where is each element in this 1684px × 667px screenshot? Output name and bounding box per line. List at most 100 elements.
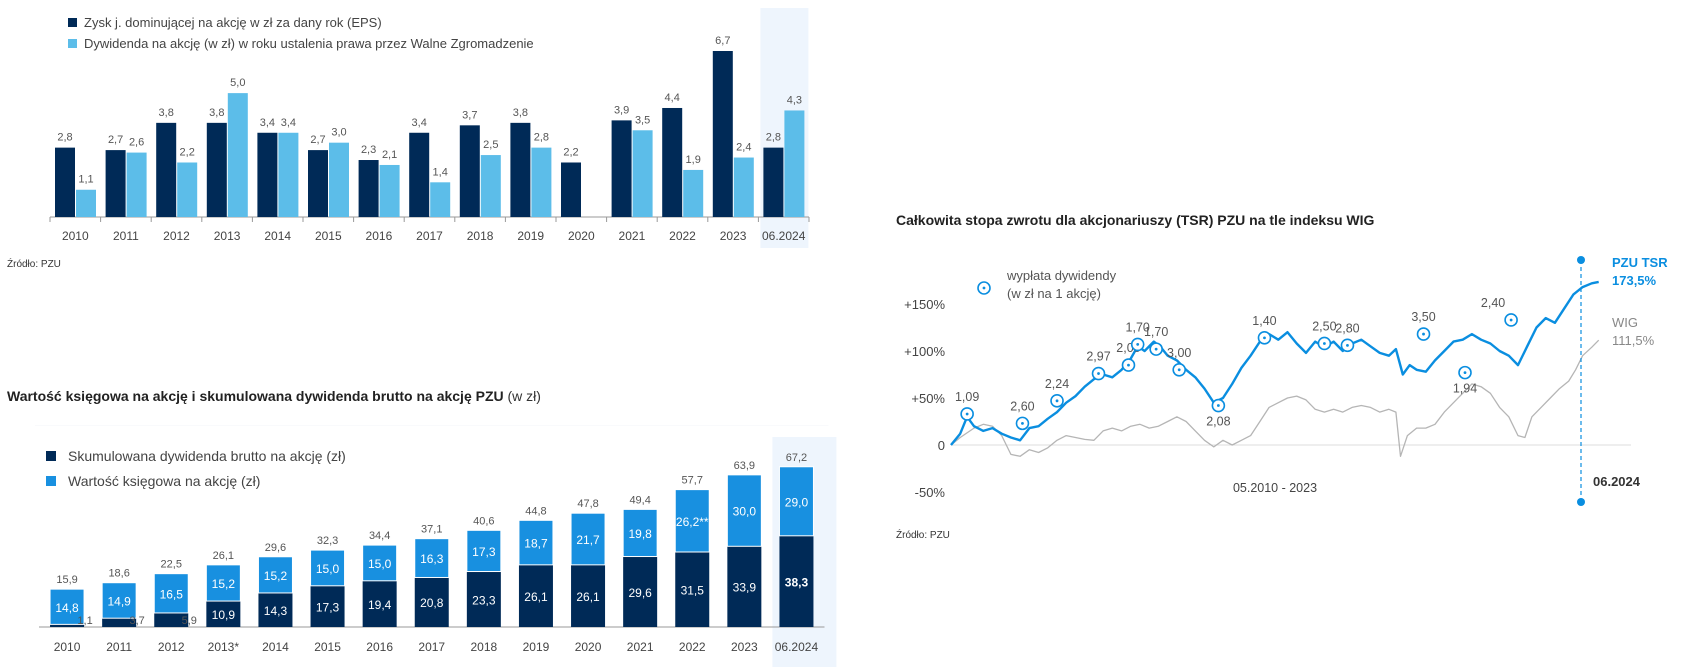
year-tick-label: 2017 [418,640,445,654]
year-tick-label: 2016 [366,229,393,243]
book-value-label: 15,2 [212,577,236,591]
dividend-label: 2,6 [129,137,144,149]
eps-bar [510,122,531,217]
eps-bar [459,125,480,217]
chart1-legend-div-label: Dywidenda na akcję (w zł) w roku ustalen… [84,36,534,51]
year-tick-label: 06.2024 [762,229,806,243]
dividend-marker-dot [1323,342,1326,345]
year-tick-label: 2014 [264,229,291,243]
eps-label: 2,3 [361,144,376,156]
year-tick-label: 2010 [54,640,81,654]
book-value-bar [726,474,762,547]
year-tick-label: 06.2024 [775,640,819,654]
book-value-bar [778,466,814,537]
chart2-title: Wartość księgowa na akcję i skumulowana … [7,388,541,404]
year-tick-label: 2018 [467,229,494,243]
cum-dividend-label: 26,1 [576,590,600,604]
cum-dividend-bar [206,601,241,627]
year-tick-label: 2023 [720,229,747,243]
total-label: 29,6 [265,542,286,554]
book-value-bar [310,549,346,587]
tsr-end-value: 173,5% [1612,273,1657,288]
dividend-label: 3,0 [331,127,346,139]
cum-dividend-label: 3,7 [130,615,145,627]
dividend-label: 4,3 [787,94,802,106]
dividend-value-label: 1,40 [1252,314,1276,328]
cum-dividend-bar [362,580,397,627]
cum-dividend-bar [571,564,606,627]
dividend-label: 1,1 [78,174,93,186]
total-label: 63,9 [734,460,755,472]
chart1-legend-div: Dywidenda na akcję (w zł) w roku ustalen… [68,36,534,51]
year-tick-label: 2021 [619,229,646,243]
cum-dividend-label: 5,9 [182,615,197,627]
cum-dividend-bar [727,546,762,627]
tsr-end-label: PZU TSR [1612,255,1668,270]
dividend-label: 2,4 [736,142,751,154]
book-value-label: 29,0 [785,495,809,509]
total-label: 18,6 [108,568,129,580]
dividend-label: 3,4 [281,117,296,129]
total-label: 26,1 [213,550,234,562]
dividend-value-label: 1,70 [1126,320,1150,334]
legend-dividend-text: wypłata dywidendy [1006,268,1117,283]
book-value-bar [414,538,450,578]
cum-dividend-bar [675,552,710,627]
period-label: 05.2010 - 2023 [1233,481,1317,495]
dividend-bar [733,157,754,217]
book-value-label: 15,0 [316,562,340,576]
dividend-value-label: 1,09 [955,390,979,404]
cum-dividend-label: 10,9 [212,608,236,622]
eps-label: 3,9 [614,104,629,116]
total-label: 32,3 [317,535,338,547]
eps-label: 2,7 [108,134,123,146]
cum-dividend-label: 19,4 [368,598,392,612]
dividend-bar [329,142,349,217]
eps-label: 3,7 [462,109,477,121]
book-value-label: 18,7 [524,537,548,551]
cum-dividend-label: 23,3 [472,593,496,607]
dividend-marker-dot [1097,372,1100,375]
panel-top [35,425,829,426]
cum-dividend-label: 31,5 [681,584,705,598]
dividend-value-label: 2,50 [1312,319,1336,333]
book-value-label: 19,8 [628,527,652,541]
total-label: 47,8 [577,498,598,510]
eps-bar [561,162,581,217]
dividend-label: 2,5 [483,139,498,151]
year-tick-label: 2010 [62,229,89,243]
year-tick-label: 2013 [214,229,241,243]
wig-line [950,339,1600,457]
dividend-value-label: 2,80 [1335,321,1359,335]
year-tick-label: 2015 [315,229,342,243]
wig-end-label: WIG [1612,315,1638,330]
dividend-marker-dot [1177,368,1181,372]
eps-bar [409,132,430,217]
year-tick-label: 2015 [314,640,341,654]
cum-dividend-bar [518,564,553,627]
eps-bar [105,150,126,217]
eps-bar [308,150,328,217]
year-tick-label: 2016 [366,640,393,654]
eps-label: 3,4 [260,117,275,129]
book-value-bar [674,489,710,553]
eps-bar [206,122,227,217]
year-tick-label: 2011 [113,229,139,243]
cum-dividend-label: 1,1 [77,615,92,627]
year-tick-label: 2021 [627,640,654,654]
book-value-label: 16,3 [420,552,444,566]
y-tick-label: +50% [911,391,945,406]
cum-dividend-label: 38,3 [785,575,809,589]
dividend-bar [480,155,501,217]
dividend-value-label: 2,08 [1206,415,1230,429]
dividend-marker-dot [1463,371,1467,375]
book-value-bar [49,588,85,625]
year-tick-label: 2012 [158,640,185,654]
eps-label: 3,8 [513,107,528,119]
eps-label: 3,8 [159,107,174,119]
cum-dividend-bar [466,571,501,627]
chart1-legend-eps: Zysk j. dominującej na akcję w zł za dan… [68,15,382,30]
dividend-bar [126,152,147,217]
dividend-bar [177,162,198,217]
dividend-bar [278,132,299,217]
